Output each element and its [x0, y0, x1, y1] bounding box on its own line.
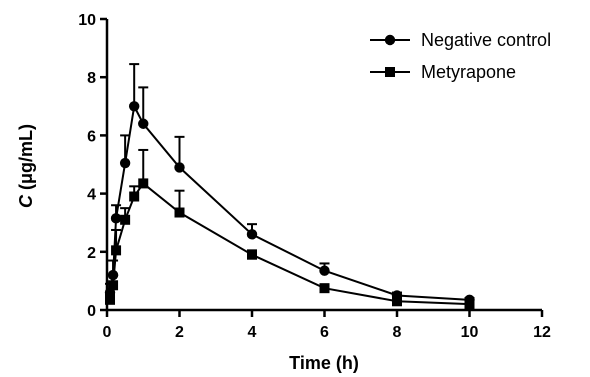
series-line	[109, 181, 470, 306]
series-layer	[104, 63, 475, 310]
legend-label: Metyrapone	[421, 62, 516, 82]
x-tick-label: 0	[103, 324, 112, 341]
legend-label: Negative control	[421, 30, 551, 50]
data-point	[138, 178, 149, 189]
legend-marker	[385, 67, 395, 77]
x-tick-label: 6	[320, 324, 329, 341]
series-circle	[104, 63, 475, 306]
data-point	[174, 207, 185, 218]
data-point	[128, 101, 140, 112]
series-square	[105, 148, 475, 310]
data-point	[129, 191, 140, 202]
legend: Negative control Metyrapone	[370, 30, 551, 82]
y-axis-title: C (μg/mL)	[16, 124, 36, 208]
y-axis-title-unit: (μg/mL)	[16, 124, 36, 195]
x-tick-label: 8	[393, 324, 402, 341]
y-tick-label: 8	[87, 70, 96, 87]
x-axis-title: Time (h)	[289, 353, 359, 373]
data-point	[111, 245, 122, 256]
x-tick-label: 2	[175, 324, 184, 341]
data-point	[108, 280, 119, 291]
y-axis-title-symbol: C	[16, 194, 36, 208]
y-tick-label: 10	[78, 12, 96, 29]
data-point	[246, 229, 258, 240]
axes: 0 2 4 6 8 10 12 0 2 4 6 8 10	[78, 12, 551, 341]
data-point	[138, 118, 149, 129]
data-point	[247, 249, 257, 260]
legend-item: Negative control	[370, 30, 551, 50]
y-tick-label: 4	[87, 187, 96, 204]
legend-marker	[384, 34, 396, 46]
x-tick-label: 4	[248, 324, 257, 341]
legend-item: Metyrapone	[370, 62, 516, 82]
data-point	[319, 283, 330, 294]
series-line	[109, 103, 470, 301]
y-tick-label: 6	[87, 128, 96, 145]
data-point	[120, 214, 131, 225]
data-point	[392, 296, 402, 307]
data-point	[119, 157, 131, 169]
data-point	[464, 299, 475, 310]
y-tick-label: 2	[87, 245, 96, 262]
data-point	[174, 162, 185, 173]
y-tick-label: 0	[87, 303, 96, 320]
data-point	[319, 265, 330, 276]
x-tick-label: 10	[461, 324, 479, 341]
data-point	[110, 213, 122, 224]
data-point	[105, 294, 116, 305]
x-tick-label: 12	[533, 324, 551, 341]
